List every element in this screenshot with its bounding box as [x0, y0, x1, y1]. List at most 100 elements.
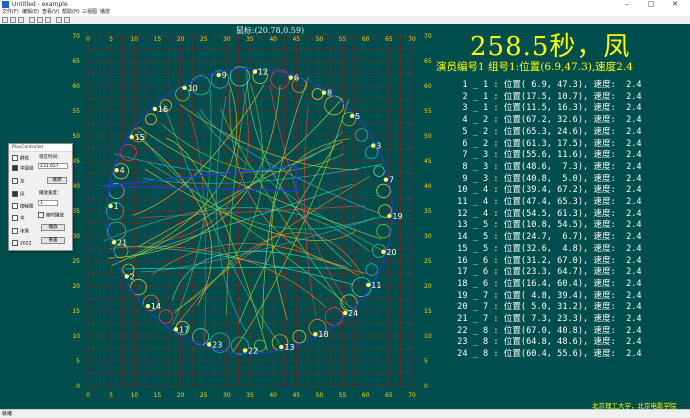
performer-label: 21 — [117, 238, 127, 247]
option-knot[interactable]: 中国结 — [12, 165, 34, 173]
credit-text: 北京理工大学，北京电影学院 — [592, 402, 677, 410]
performer-subtitle: 演员编号1 组号1:位置(6.9,47.3),速度2.4 — [436, 61, 633, 73]
performer-marker — [129, 134, 134, 140]
trajectory-line — [226, 81, 249, 315]
trajectory-line — [171, 251, 349, 301]
jump-button[interactable]: 跳转 — [47, 177, 67, 184]
cut-icon[interactable] — [29, 17, 35, 23]
option-umbrella[interactable]: 伞 — [12, 215, 25, 223]
menu-file[interactable]: 文件(F) — [2, 9, 19, 15]
time-label: 现在时间： — [39, 155, 62, 160]
y-tick-label: 60 — [424, 83, 432, 90]
time-display: 258.5秒，凤 — [470, 32, 631, 62]
option-phoenix[interactable]: 凤 — [12, 191, 25, 199]
trail-toggle[interactable]: 随时播放 — [38, 212, 64, 220]
performer-marker — [182, 85, 187, 90]
performer-label: 7 — [389, 176, 394, 185]
performer-row: 19 _ 7 : 位置( 4.8, 39.4), 速度: 2.4 — [452, 290, 642, 301]
trajectory-line — [129, 98, 343, 260]
trajectory-loop — [324, 95, 344, 116]
performer-marker — [381, 249, 386, 255]
menu-play[interactable]: 播放 — [100, 9, 111, 15]
performer-row: 6 _ 2 : 位置(61.3, 17.5), 速度: 2.4 — [452, 138, 642, 149]
performer-row: 20 _ 7 : 位置( 5.0, 31.2), 速度: 2.4 — [452, 302, 642, 313]
checkbox[interactable] — [38, 212, 44, 218]
trajectory-loop — [159, 99, 172, 112]
trajectory-loop — [107, 221, 126, 241]
performer-row: 13 _ 5 : 位置(10.8, 54.5), 速度: 2.4 — [452, 220, 642, 231]
checkbox[interactable] — [12, 203, 18, 209]
performer-row: 3 _ 1 : 位置(11.5, 16.3), 速度: 2.4 — [452, 103, 642, 114]
save-icon[interactable] — [18, 17, 24, 23]
formation-outline — [101, 165, 297, 192]
checkbox[interactable] — [12, 240, 18, 246]
y-tick-label: 20 — [424, 283, 432, 290]
trajectory-line — [147, 161, 358, 314]
option-secret[interactable]: 御秘图 — [12, 203, 34, 211]
minimize-button[interactable]: – — [625, 0, 629, 8]
x-tick-label: 55 — [339, 36, 347, 43]
performer-row: 4 _ 2 : 位置(67.2, 32.6), 速度: 2.4 — [452, 115, 642, 126]
y-tick-label: 10 — [424, 333, 432, 340]
performer-row: 23 _ 8 : 位置(64.8, 48.6), 速度: 2.4 — [452, 337, 642, 348]
y-tick-label: 70 — [72, 33, 80, 40]
checkbox[interactable] — [12, 165, 18, 171]
option-2022[interactable]: 2022 — [12, 240, 31, 248]
y-tick-label: 5 — [76, 358, 80, 365]
menu-help[interactable]: 帮助(H) — [62, 9, 80, 15]
option-dragon[interactable]: 龙 — [12, 178, 25, 186]
performer-row: 9 _ 3 : 位置(40.8, 5.0), 速度: 2.4 — [452, 173, 642, 184]
checkbox[interactable] — [12, 228, 18, 234]
copy-icon[interactable] — [37, 17, 43, 23]
new-icon[interactable] — [2, 17, 8, 23]
checkbox[interactable] — [12, 155, 18, 161]
x-tick-label: 65 — [385, 392, 393, 399]
trajectory-line — [215, 96, 247, 333]
trajectory-loop — [270, 69, 290, 90]
performer-marker — [173, 327, 179, 332]
print-icon[interactable] — [56, 17, 62, 23]
y-tick-label: 60 — [72, 83, 80, 90]
option-snow[interactable]: 冰雪 — [12, 228, 29, 236]
close-button[interactable]: ✕ — [672, 0, 678, 8]
menu-view[interactable]: 查看(V) — [42, 9, 60, 15]
reset-button[interactable]: 重置 — [41, 237, 65, 244]
x-tick-label: 40 — [269, 392, 277, 399]
menu-three-view[interactable]: 三视图 — [82, 9, 98, 15]
speed-select[interactable]: 1 — [38, 200, 58, 206]
y-tick-label: 40 — [424, 183, 432, 190]
performer-row: 7 _ 3 : 位置(55.6, 11.6), 速度: 2.4 — [452, 150, 642, 161]
x-tick-label: 45 — [292, 36, 300, 43]
checkbox[interactable] — [12, 191, 18, 197]
y-tick-label: 35 — [72, 208, 80, 215]
trajectory-loop — [376, 224, 391, 239]
play-button[interactable]: 播放 — [41, 224, 65, 231]
trail-label: 随时播放 — [46, 213, 64, 219]
open-icon[interactable] — [10, 17, 16, 23]
performer-marker — [313, 332, 318, 337]
help-icon[interactable] — [64, 17, 70, 23]
x-tick-label: 45 — [292, 392, 300, 399]
trajectory-line — [229, 89, 366, 274]
checkbox[interactable] — [12, 215, 18, 221]
trajectory-line — [269, 85, 349, 304]
performer-label: 10 — [188, 84, 198, 93]
performer-label: 8 — [327, 89, 332, 98]
option-label: 御秘图 — [20, 204, 34, 210]
mouse-readout: 鼠标:(20.78,0.59) — [235, 26, 305, 35]
performer-marker — [252, 69, 258, 74]
trajectory-loop — [145, 113, 157, 125]
menu-edit[interactable]: 编辑(E) — [22, 9, 40, 15]
trajectory-line — [132, 84, 265, 216]
app-icon — [2, 1, 9, 8]
performer-marker — [288, 75, 294, 80]
checkbox[interactable] — [12, 178, 18, 184]
maximize-button[interactable]: □ — [647, 0, 655, 8]
trajectory-line — [174, 83, 264, 312]
time-field[interactable]: 231.657 — [38, 163, 68, 169]
paste-icon[interactable] — [45, 17, 51, 23]
option-flowers[interactable]: 群花 — [12, 155, 29, 163]
x-tick-label: 70 — [408, 392, 416, 399]
stage-canvas[interactable]: 0 5 10 15 20 25 30 35 40 45 50 55 60 65 70 0 5 10 15 20 25 30… — [0, 24, 690, 410]
trajectory-line — [147, 87, 249, 245]
